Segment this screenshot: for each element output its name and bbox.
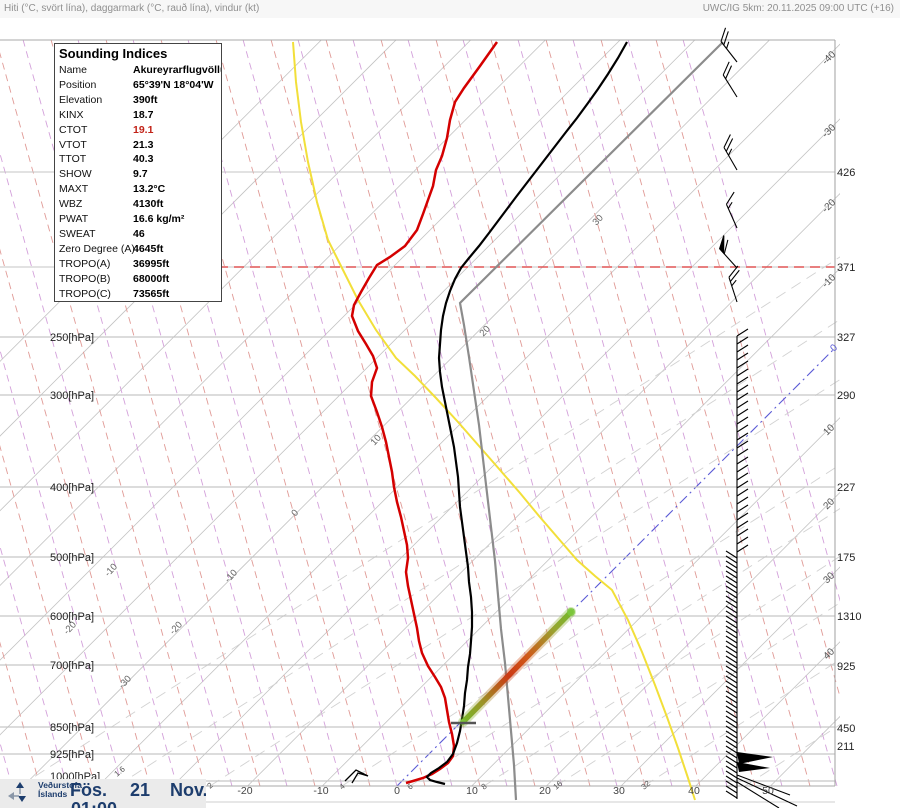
svg-text:-10: -10 [102,562,119,580]
svg-text:-20: -20 [237,785,252,797]
indices-row: Zero Degree (A) 4645ft [59,242,164,255]
svg-text:-20: -20 [820,197,838,215]
svg-text:0: 0 [394,785,400,797]
svg-text:290: 290 [837,390,855,402]
svg-text:227: 227 [837,482,855,494]
svg-text:426: 426 [837,167,855,179]
indices-row: WBZ 4130ft [59,198,164,211]
legend-text: Hiti (°C, svört lína), daggarmark (°C, r… [4,3,260,14]
svg-text:4: 4 [338,781,348,791]
indices-row: PWAT 16.6 kg/m² [59,213,185,226]
svg-text:-10: -10 [820,272,838,290]
indices-row: TROPO(B) 68000ft [59,272,170,285]
svg-text:2: 2 [206,780,216,790]
svg-text:-10: -10 [313,785,328,797]
bottom-temp-labels: -20 -10 0 10 20 30 40 50 [237,785,774,797]
svg-text:30: 30 [613,785,625,797]
svg-text:-20: -20 [167,620,184,638]
svg-text:450: 450 [837,723,855,735]
vedurstofa-logo-icon [8,782,26,802]
height-axis-labels: 426 371 327 290 227 175 1310 925 450 211 [837,167,861,753]
svg-text:6: 6 [406,781,416,791]
svg-text:10: 10 [466,785,478,797]
temperature-curve [425,41,628,786]
footer-date: 21 [130,780,151,800]
svg-text:1.6: 1.6 [113,764,128,778]
indices-row: KINX 18.7 [59,108,154,121]
sounding-indices-table: Sounding Indices Name Akureyrarflugvöllur… [54,43,222,302]
svg-text:0: 0 [289,508,301,519]
brand-line1: Veðurstofa [38,780,82,790]
svg-text:175: 175 [837,552,855,564]
svg-text:211: 211 [837,741,855,753]
svg-text:327: 327 [837,332,855,344]
footer-day: Fös. [70,780,108,800]
shear-vector [460,609,574,725]
svg-text:-40: -40 [820,49,838,67]
dewpoint-curve [350,41,499,785]
svg-text:1310: 1310 [837,611,861,623]
curves-layer [292,41,724,801]
svg-text:371: 371 [837,262,855,274]
indices-row: TROPO(C) 73565ft [59,287,170,300]
indices-row: Position 65°39'N 18°04'W [59,78,214,91]
indices-row: Name Akureyrarflugvöllur [59,64,222,76]
indices-row: SHOW 9.7 [59,168,148,181]
svg-text:600[hPa]: 600[hPa] [50,611,94,623]
footer-time: 01:00 [71,799,117,808]
pressure-axis-labels: 250[hPa] 300[hPa] 400[hPa] 500[hPa] 600[hPa]… [50,332,100,783]
indices-row: CTOT 19.1 [59,123,154,136]
svg-text:-30: -30 [820,122,838,140]
svg-text:500[hPa]: 500[hPa] [50,552,94,564]
svg-text:700[hPa]: 700[hPa] [50,660,94,672]
indices-row: VTOT 21.3 [59,138,154,151]
indices-row: MAXT 13.2°C [59,183,166,196]
svg-text:250[hPa]: 250[hPa] [50,332,94,344]
timeline-footer: Veðurstofa Íslands Fös. 21 Nov. 01:00 [0,779,206,808]
vedurstofa-brand: Veðurstofa Íslands [38,781,82,799]
model-run-text: UWC/IG 5km: 20.11.2025 09:00 UTC (+16) [702,3,894,14]
isa-curve [458,41,724,801]
svg-text:50: 50 [762,785,774,797]
indices-row: Elevation 390ft [59,93,158,106]
header-bar: Hiti (°C, svört lína), daggarmark (°C, r… [0,0,900,18]
svg-text:30: 30 [591,213,606,228]
svg-text:925: 925 [837,661,855,673]
svg-text:400[hPa]: 400[hPa] [50,482,94,494]
svg-text:8: 8 [480,781,490,791]
svg-text:-10: -10 [222,568,239,586]
svg-text:925[hPa]: 925[hPa] [50,749,94,761]
brand-line2: Íslands [38,789,68,799]
indices-row: TTOT 40.3 [59,153,154,166]
indices-row: SWEAT 46 [59,227,145,240]
svg-text:40: 40 [688,785,700,797]
svg-text:20: 20 [539,785,551,797]
svg-text:300[hPa]: 300[hPa] [50,390,94,402]
indices-rows: Name Akureyrarflugvöllur Position 65°39'N 1… [59,63,222,301]
svg-text:850[hPa]: 850[hPa] [50,722,94,734]
footer-month: Nov. [170,780,206,800]
wind-barbs [718,27,798,808]
surface-marker [344,769,369,784]
parcel-curve [292,41,696,801]
indices-title: Sounding Indices [59,46,168,61]
indices-row: TROPO(A) 36995ft [59,257,170,270]
